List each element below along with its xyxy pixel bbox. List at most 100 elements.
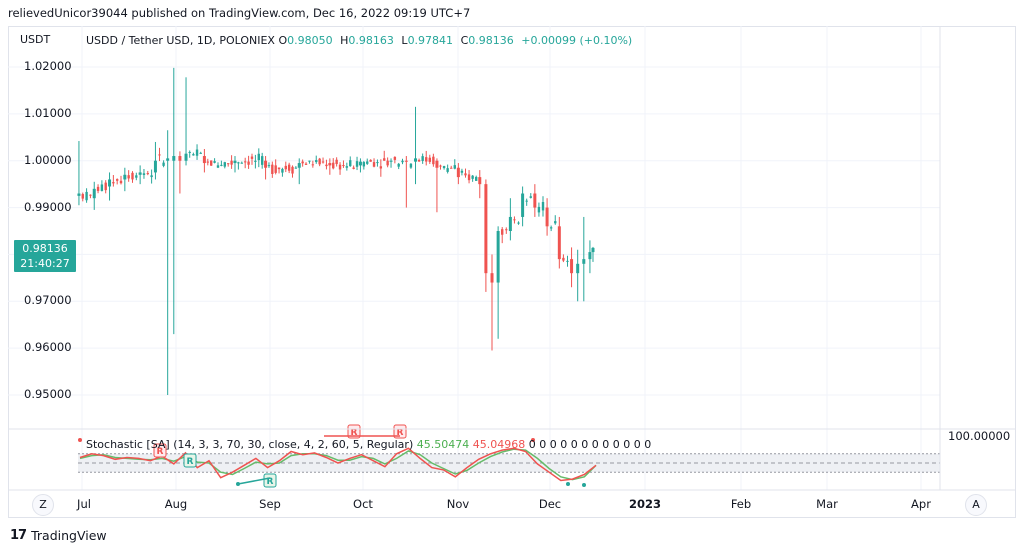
signal-marker-label: R: [267, 477, 274, 487]
candle-body: [404, 160, 408, 162]
candle-body: [89, 194, 92, 196]
candle-body: [362, 162, 366, 167]
candle-body: [108, 179, 112, 187]
stochastic-top-value: 100.00000: [948, 429, 1011, 443]
candle-body: [358, 161, 362, 166]
signal-marker-box: [347, 424, 361, 439]
candle-body: [521, 193, 525, 217]
candle-body: [213, 161, 216, 163]
chart-frame: [8, 26, 1016, 518]
candle-body: [158, 154, 161, 156]
candle-body: [274, 165, 277, 173]
signal-marker: R: [153, 443, 167, 458]
candle-body: [184, 153, 188, 161]
candle-body: [328, 163, 332, 166]
candle-body: [541, 202, 545, 211]
candle-body: [401, 160, 404, 163]
candle-body: [297, 163, 301, 168]
candle-body: [230, 160, 233, 165]
candle-body: [439, 165, 442, 167]
candle-body: [240, 162, 243, 164]
candle-body: [397, 163, 400, 167]
signal-marker: R: [347, 424, 361, 439]
candle-body: [237, 162, 240, 164]
candle-body: [233, 160, 237, 164]
candle-body: [383, 158, 386, 161]
auto-scale-left-button[interactable]: Z: [32, 494, 54, 516]
candle-body: [202, 156, 206, 164]
signal-dot: [78, 438, 82, 442]
candle-body: [104, 182, 107, 191]
candle-body: [355, 161, 359, 167]
y-tick-label: 0.99000: [24, 199, 72, 214]
stochastic-k-value: 45.50474: [416, 438, 470, 451]
signal-marker-box: [263, 473, 277, 488]
x-tick-label: Sep: [259, 497, 281, 511]
x-tick-label: Feb: [730, 497, 752, 511]
x-tick-label: Nov: [446, 497, 470, 511]
signal-dot: [531, 438, 535, 442]
x-tick-label: Aug: [164, 497, 188, 511]
candle-body: [142, 173, 146, 175]
candle-body: [138, 172, 142, 175]
candle-body: [85, 191, 88, 201]
candle-layer: [77, 67, 595, 395]
axis-currency-label: USDT: [20, 33, 51, 46]
candle-body: [557, 226, 561, 260]
candle-body: [264, 160, 268, 168]
candle-body: [508, 216, 512, 231]
candle-body: [115, 179, 119, 181]
candle-body: [372, 162, 376, 167]
candle-body: [379, 166, 383, 169]
candle-body: [554, 221, 557, 224]
candle-body: [533, 193, 537, 208]
candle-body: [172, 156, 176, 161]
brand-name: TradingView: [31, 528, 107, 543]
candle-body: [281, 168, 284, 173]
candle-body: [588, 252, 592, 260]
candle-body: [206, 161, 209, 163]
legend-open-key: O: [278, 34, 288, 47]
candle-body: [150, 175, 153, 178]
candle-body: [576, 263, 580, 274]
candle-body: [450, 167, 453, 169]
signal-marker: R: [393, 424, 407, 439]
candle-body: [386, 160, 389, 166]
candle-body: [435, 160, 439, 168]
x-tick-label: Mar: [816, 497, 838, 511]
candle-body: [123, 174, 127, 180]
legend-close-key: C: [460, 34, 469, 47]
stochastic-trailing-values: 0 0 0 0 0 0 0 0 0 0 0 0: [528, 438, 652, 451]
signal-marker-box: [393, 424, 407, 439]
signal-dot: [566, 482, 570, 486]
candle-body: [247, 161, 250, 165]
legend-low-key: L: [401, 34, 408, 47]
candle-body: [250, 156, 254, 159]
candle-body: [475, 176, 478, 181]
candle-body: [100, 184, 104, 191]
y-tick-label: 0.96000: [24, 340, 72, 355]
candle-body: [366, 161, 369, 164]
candle-body: [505, 229, 508, 231]
candle-body: [460, 170, 464, 173]
stochastic-label: Stochastic [SA] (14, 3, 3, 70, 30, close…: [86, 438, 414, 451]
x-tick-label: Oct: [353, 497, 373, 511]
candle-body: [513, 219, 516, 221]
candle-body: [304, 163, 308, 165]
last-price-badge: 0.98136 21:40:27: [14, 240, 76, 272]
candle-body: [119, 180, 123, 184]
signal-marker-label: R: [187, 457, 194, 467]
candle-body: [582, 259, 586, 264]
candle-body: [570, 259, 574, 274]
legend-change: +0.00099 (+0.10%): [521, 34, 633, 47]
candle-body: [308, 160, 311, 162]
candle-body: [325, 164, 328, 167]
auto-scale-button[interactable]: A: [965, 494, 987, 516]
candle-body: [428, 157, 431, 162]
candle-body: [338, 164, 342, 170]
candle-body: [376, 162, 379, 164]
candle-body: [393, 156, 397, 160]
candle-body: [318, 158, 321, 165]
candle-body: [146, 173, 149, 175]
